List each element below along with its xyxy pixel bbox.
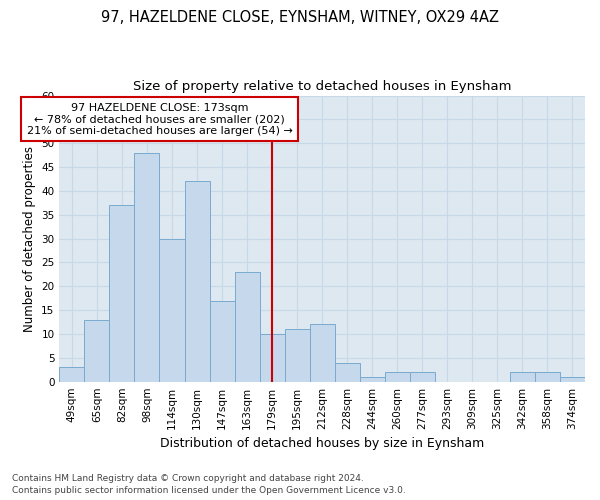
Bar bbox=[260, 334, 284, 382]
Bar bbox=[310, 324, 335, 382]
Bar bbox=[535, 372, 560, 382]
Text: Contains HM Land Registry data © Crown copyright and database right 2024.
Contai: Contains HM Land Registry data © Crown c… bbox=[12, 474, 406, 495]
Y-axis label: Number of detached properties: Number of detached properties bbox=[23, 146, 35, 332]
Bar bbox=[560, 377, 585, 382]
Bar bbox=[284, 329, 310, 382]
Bar bbox=[410, 372, 435, 382]
Title: Size of property relative to detached houses in Eynsham: Size of property relative to detached ho… bbox=[133, 80, 511, 93]
Bar bbox=[385, 372, 410, 382]
Bar bbox=[185, 182, 209, 382]
Bar bbox=[160, 238, 185, 382]
Bar bbox=[209, 300, 235, 382]
Bar bbox=[109, 205, 134, 382]
Text: 97 HAZELDENE CLOSE: 173sqm
← 78% of detached houses are smaller (202)
21% of sem: 97 HAZELDENE CLOSE: 173sqm ← 78% of deta… bbox=[26, 102, 292, 136]
X-axis label: Distribution of detached houses by size in Eynsham: Distribution of detached houses by size … bbox=[160, 437, 484, 450]
Bar bbox=[335, 362, 360, 382]
Bar bbox=[59, 368, 85, 382]
Bar bbox=[360, 377, 385, 382]
Bar bbox=[510, 372, 535, 382]
Bar bbox=[134, 153, 160, 382]
Bar bbox=[85, 320, 109, 382]
Text: 97, HAZELDENE CLOSE, EYNSHAM, WITNEY, OX29 4AZ: 97, HAZELDENE CLOSE, EYNSHAM, WITNEY, OX… bbox=[101, 10, 499, 25]
Bar bbox=[235, 272, 260, 382]
